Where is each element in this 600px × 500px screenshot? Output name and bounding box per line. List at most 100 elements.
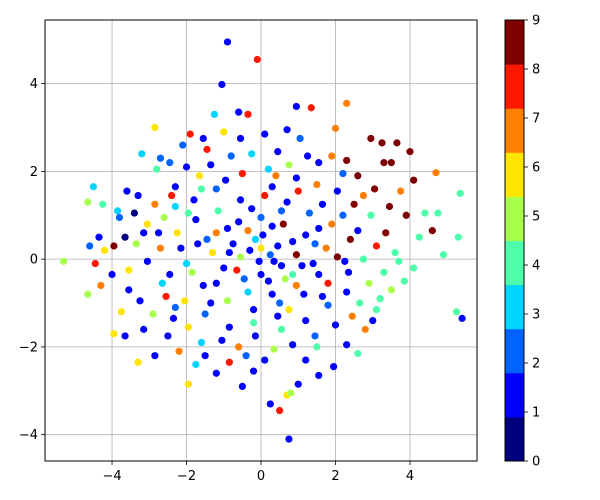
scatter-point [212, 279, 220, 287]
colorbar-tick-label: 7 [532, 112, 540, 127]
scatter-point [190, 196, 198, 204]
colorbar-tick-label: 8 [532, 63, 540, 78]
scatter-point [292, 102, 300, 111]
scatter-point [227, 152, 235, 160]
scatter-point [233, 266, 241, 274]
scatter-point [324, 279, 332, 287]
scatter-point [285, 435, 293, 443]
scatter-point [309, 259, 317, 268]
scatter-point [248, 205, 256, 213]
scatter-point [249, 306, 258, 314]
scatter-point [305, 209, 314, 217]
scatter-point [84, 198, 92, 206]
scatter-point [166, 159, 174, 167]
scatter-point [240, 275, 248, 283]
scatter-point [136, 297, 144, 305]
scatter-point [171, 183, 179, 191]
scatter-point [333, 253, 341, 261]
grid-lines [45, 20, 477, 461]
scatter-point [203, 235, 211, 244]
scatter-point [249, 319, 258, 327]
colorbar-band-3 [505, 284, 524, 330]
scatter-point [207, 299, 215, 307]
scatter-point [229, 240, 237, 248]
colorbar-frame [504, 19, 525, 462]
scatter-point [322, 244, 330, 252]
scatter-point [143, 257, 152, 265]
scatter-point [302, 356, 310, 364]
scatter-point [164, 332, 172, 340]
scatter-point [289, 341, 297, 349]
colorbar-band-6 [505, 152, 524, 197]
scatter-point [123, 187, 131, 195]
x-axis: −4 −2 0 2 4 [102, 461, 414, 484]
scatter-point [91, 259, 99, 268]
scatter-point [343, 288, 351, 296]
scatter-point [197, 338, 206, 347]
scatter-point [192, 216, 200, 224]
scatter-point [395, 257, 403, 265]
colorbar-band-9 [505, 20, 524, 65]
scatter-point [95, 233, 103, 241]
scatter-point [266, 251, 274, 259]
scatter-point [432, 169, 440, 177]
scatter-point [134, 191, 142, 200]
scatter-point [385, 202, 394, 211]
scatter-point [194, 240, 202, 248]
scatter-point [110, 242, 118, 250]
scatter-point [294, 187, 302, 195]
scatter-point [151, 123, 159, 132]
scatter-point [244, 110, 252, 118]
scatter-point [372, 306, 381, 314]
scatter-point [60, 257, 68, 265]
scatter-point [410, 176, 418, 184]
y-tick-label: 0 [30, 253, 38, 268]
scatter-point [86, 242, 94, 250]
scatter-point [251, 332, 260, 340]
scatter-point [246, 246, 254, 254]
scatter-point [184, 209, 192, 217]
y-axis: −4 −2 0 2 4 [19, 77, 45, 443]
scatter-point [235, 108, 243, 116]
scatter-point [223, 224, 232, 233]
scatter-point [303, 152, 312, 160]
scatter-point [134, 358, 142, 366]
scatter-point [121, 233, 129, 241]
scatter-point [244, 227, 252, 235]
scatter-point [184, 323, 192, 331]
scatter-point [212, 185, 220, 193]
scatter-point [158, 279, 166, 287]
scatter-point [365, 279, 373, 287]
colorbar-band-0 [505, 416, 524, 462]
scatter-point [354, 349, 362, 358]
scatter-point [166, 270, 174, 279]
scatter-point [292, 174, 300, 182]
scatter-point [249, 367, 258, 375]
colorbar-axis: 0 1 2 3 4 5 6 7 8 9 [524, 14, 540, 470]
scatter-point [261, 356, 269, 364]
scatter-point [181, 297, 189, 305]
scatter-point [140, 325, 148, 333]
scatter-point [225, 358, 233, 366]
scatter-point [287, 389, 295, 397]
scatter-point [346, 235, 354, 244]
scatter-point [143, 220, 152, 228]
scatter-point [199, 134, 207, 143]
scatter-point [367, 134, 375, 143]
scatter-point [114, 207, 122, 215]
scatter-point [367, 211, 375, 219]
scatter-point [311, 332, 319, 340]
scatter-point [140, 229, 148, 237]
scatter-point [406, 148, 414, 156]
scatter-point [203, 145, 211, 154]
scatter-point [108, 270, 116, 279]
scatter-point [454, 233, 462, 241]
scatter-point [344, 268, 353, 276]
colorbar-tick-label: 0 [532, 455, 540, 470]
scatter-point [244, 288, 252, 296]
scatter-point [380, 159, 388, 167]
scatter-point [195, 172, 204, 180]
scatter-point [89, 183, 98, 191]
scatter-point [393, 139, 401, 147]
